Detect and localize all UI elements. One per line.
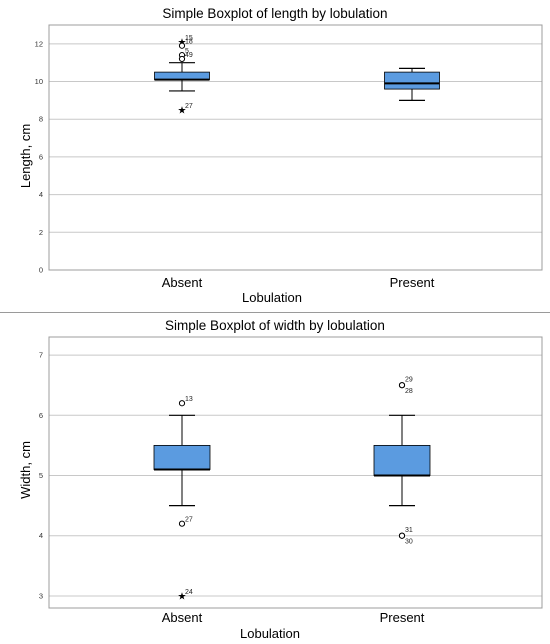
y-tick-label: 5	[39, 471, 43, 480]
x-category-label: Present	[390, 275, 435, 290]
chart-title: Simple Boxplot of length by lobulation	[162, 6, 387, 21]
panel-divider	[0, 312, 550, 313]
outlier-star: ★	[178, 591, 187, 602]
plot-area: 3 4 5 6 7 Absent Present 13 27 ★24 29 28 31 30	[39, 336, 543, 625]
plot-frame	[48, 24, 543, 271]
y-tick-label: 10	[35, 77, 43, 86]
outlier-circle	[398, 532, 406, 539]
outlier-circle	[178, 42, 186, 49]
box-iqr	[153, 444, 211, 470]
outlier-label: 24	[185, 589, 193, 596]
outlier-label: 30	[405, 539, 413, 546]
outlier-star: ★	[178, 105, 187, 116]
y-tick-label: 6	[39, 152, 43, 161]
outlier-label: 5	[185, 48, 189, 55]
y-tick-label: 0	[39, 266, 43, 275]
y-axis-label: Width, cm	[18, 441, 33, 499]
outlier-label: 15	[185, 35, 193, 42]
y-tick-label: 4	[39, 190, 43, 199]
outlier-label: 13	[185, 396, 193, 403]
y-tick-label: 8	[39, 115, 43, 124]
outlier-label: 49	[185, 52, 193, 59]
outlier-circle	[178, 55, 186, 63]
width-boxplot-chart: Simple Boxplot of width by lobulation Wi…	[18, 318, 543, 641]
y-tick-label: 6	[39, 411, 43, 420]
x-category-label: Present	[380, 610, 425, 625]
box-iqr	[154, 71, 210, 81]
outlier-circle	[178, 400, 186, 407]
width-boxplot-panel: Simple Boxplot of width by lobulation Wi…	[0, 313, 550, 644]
outlier-label: 28	[405, 388, 413, 395]
length-boxplot-chart: Simple Boxplot of length by lobulation L…	[18, 6, 543, 305]
outlier-circle	[178, 520, 186, 527]
outlier-label: 29	[405, 377, 413, 384]
plot-frame	[48, 336, 543, 609]
y-tick-label: 4	[39, 531, 43, 540]
length-boxplot-panel: Simple Boxplot of length by lobulation L…	[0, 0, 550, 312]
box-iqr	[373, 444, 431, 476]
chart-title: Simple Boxplot of width by lobulation	[165, 318, 385, 333]
y-tick-label: 3	[39, 591, 43, 600]
x-axis-label: Lobulation	[240, 626, 300, 641]
x-axis-label: Lobulation	[242, 290, 302, 305]
y-axis-label: Length, cm	[18, 124, 33, 188]
outlier-label: 18	[185, 39, 193, 46]
box-iqr	[384, 71, 440, 90]
x-category-label: Absent	[162, 610, 203, 625]
y-tick-label: 7	[39, 351, 43, 360]
y-tick-label: 2	[39, 228, 43, 237]
y-tick-label: 12	[35, 39, 43, 48]
x-category-label: Absent	[162, 275, 203, 290]
outlier-label: 27	[185, 103, 193, 110]
outlier-circle	[398, 382, 406, 389]
outlier-label: 27	[185, 517, 193, 524]
outlier-label: 31	[405, 527, 413, 534]
